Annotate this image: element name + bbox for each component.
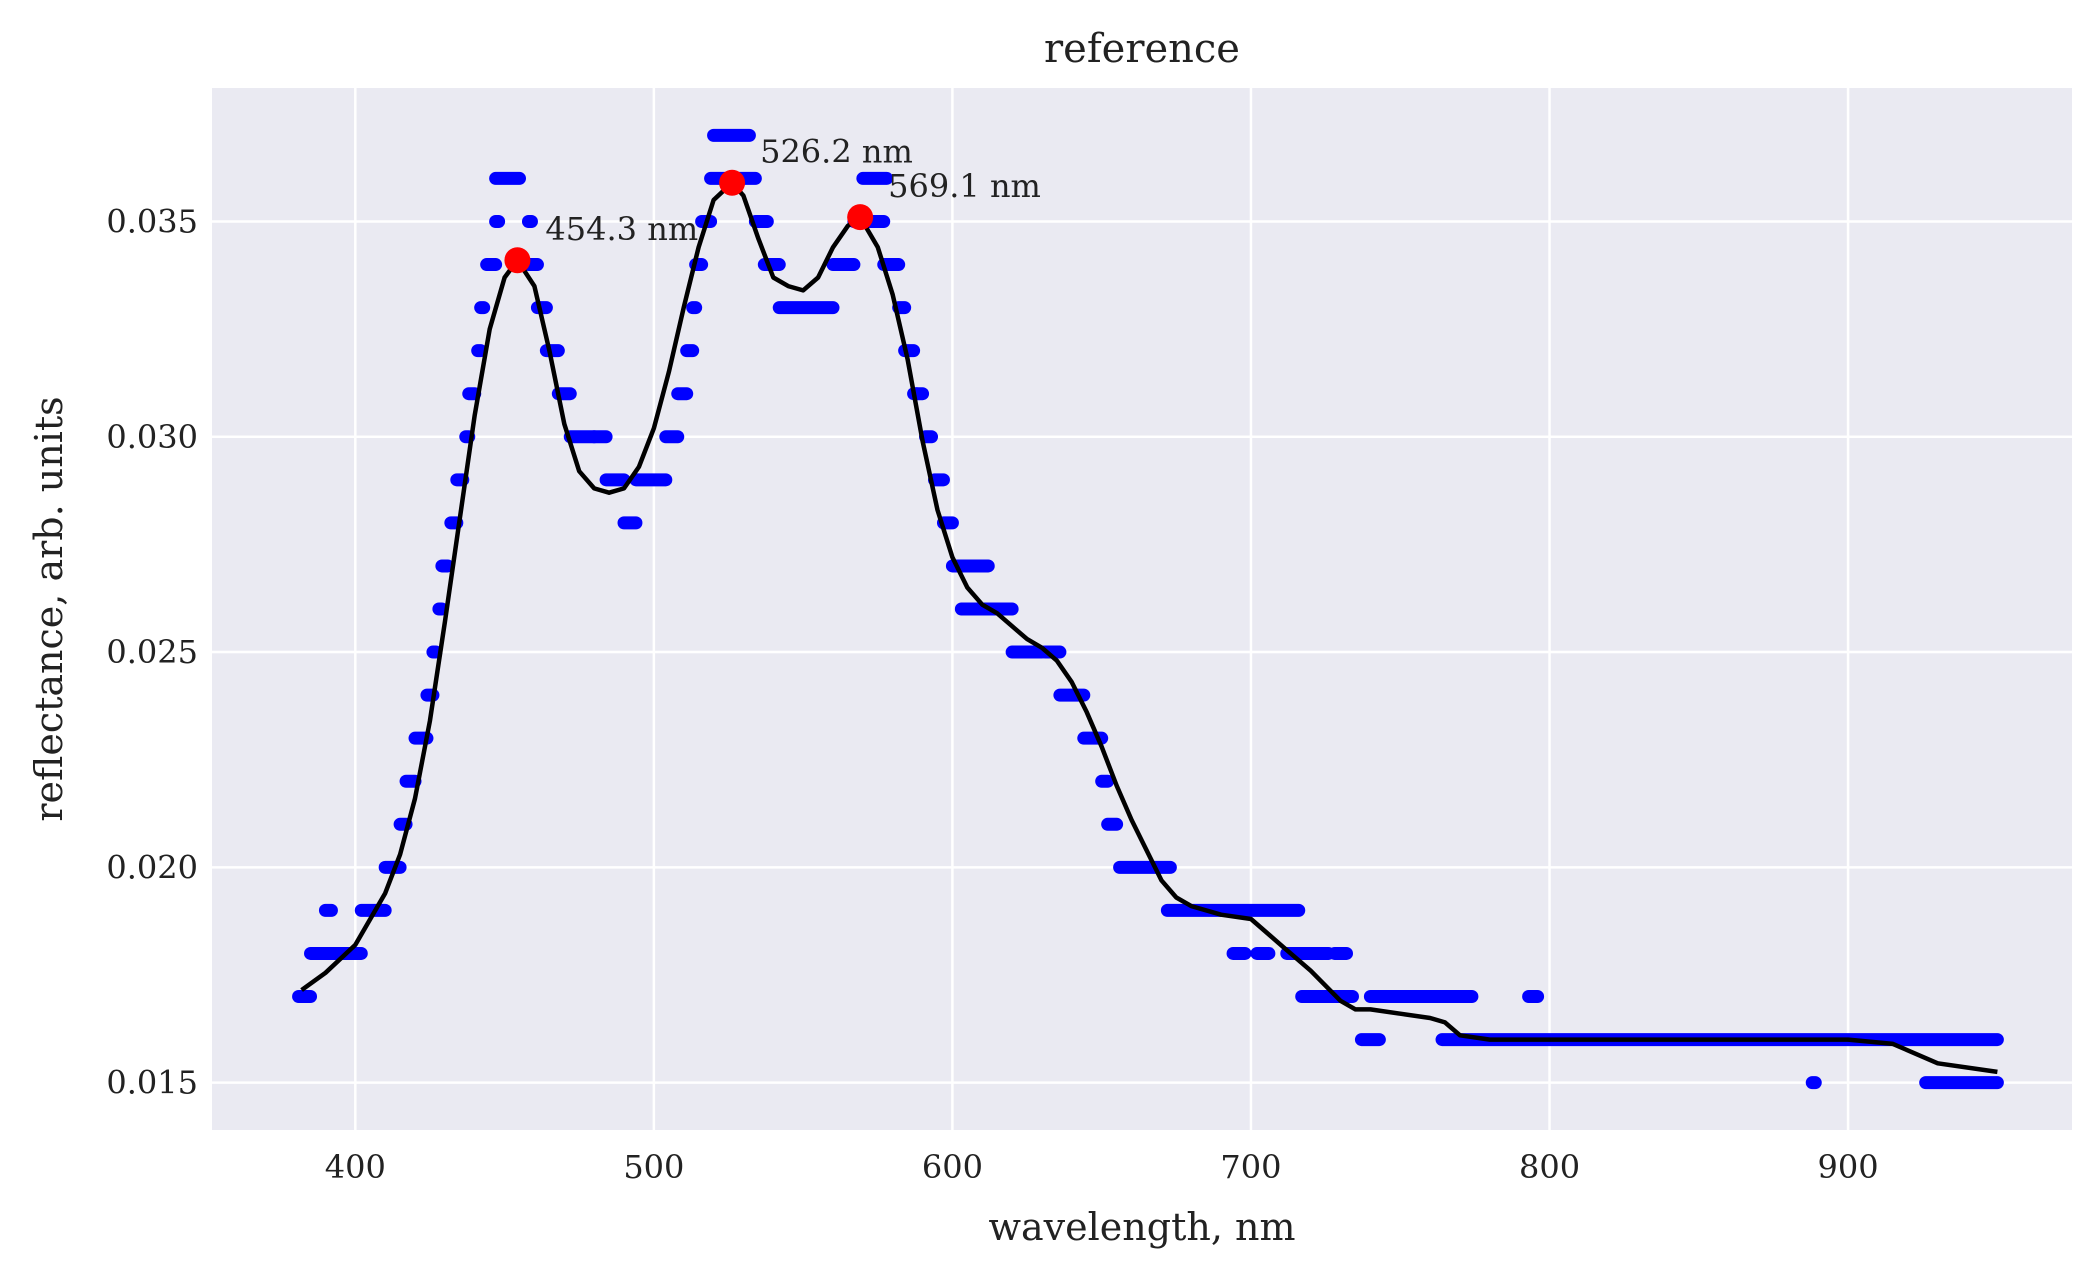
peak-marker xyxy=(504,247,531,274)
x-tick-label: 600 xyxy=(922,1148,983,1186)
x-tick-label: 400 xyxy=(325,1148,386,1186)
peak-marker xyxy=(847,204,874,231)
x-tick-label: 800 xyxy=(1519,1148,1580,1186)
y-tick-label: 0.025 xyxy=(106,633,198,671)
x-tick-label: 700 xyxy=(1220,1148,1281,1186)
chart-title: reference xyxy=(1044,26,1240,72)
x-axis-label: wavelength, nm xyxy=(989,1205,1296,1249)
peak-marker xyxy=(719,169,746,196)
x-tick-label: 900 xyxy=(1818,1148,1879,1186)
smoothed-curve xyxy=(300,180,1998,1075)
x-tick-label: 500 xyxy=(623,1148,684,1186)
y-tick-label: 0.015 xyxy=(106,1064,198,1102)
smoothed-line xyxy=(300,180,1998,1075)
y-tick-label: 0.030 xyxy=(106,418,198,456)
y-tick-label: 0.035 xyxy=(106,202,198,240)
plot-area xyxy=(212,88,2072,1130)
grid xyxy=(212,88,2072,1130)
peak-label: 526.2 nm xyxy=(760,133,913,171)
peak-label: 569.1 nm xyxy=(888,167,1041,205)
peak-label: 454.3 nm xyxy=(545,210,698,248)
y-axis-label: reflectance, arb. units xyxy=(27,396,71,821)
y-tick-label: 0.020 xyxy=(106,848,198,886)
tick-labels: 400 500 600 700 800 900 0.015 0.020 0.025 0.030 0.… xyxy=(106,202,1878,1186)
